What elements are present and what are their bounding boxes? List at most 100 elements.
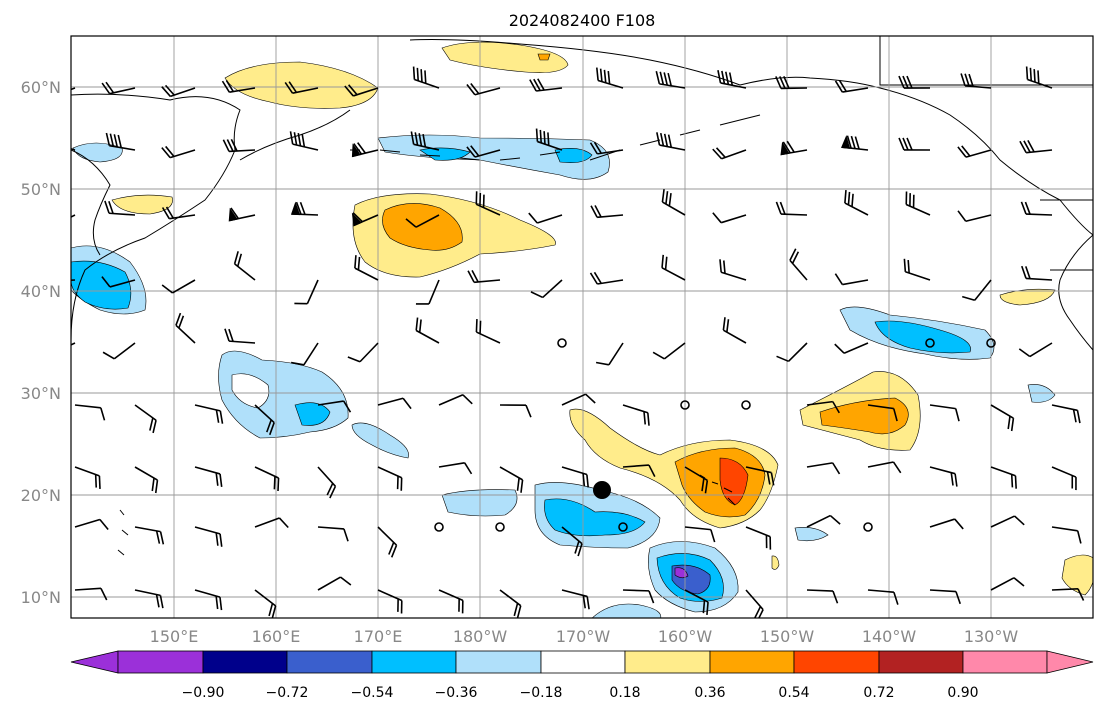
wind-barb <box>74 587 108 601</box>
wind-barb <box>867 589 899 605</box>
wind-barb <box>415 317 440 344</box>
wind-barb <box>530 279 563 299</box>
wind-barb <box>1051 404 1081 424</box>
wind-barb <box>74 404 106 421</box>
lon-label: 170°E <box>354 627 403 646</box>
wind-barb <box>834 273 869 286</box>
lon-label: 130°W <box>964 627 1019 646</box>
lon-label: 170°W <box>556 627 611 646</box>
wind-barb <box>71 342 76 355</box>
colorbar-tick: −0.18 <box>520 685 563 701</box>
lon-label: 160°W <box>658 627 713 646</box>
wind-barb <box>475 319 501 344</box>
wind-barb <box>161 145 196 159</box>
colorbar-segment <box>286 650 373 674</box>
wind-barb <box>722 317 747 344</box>
wind-barb <box>101 276 136 288</box>
wind-barb <box>351 212 379 227</box>
wind-barb <box>161 279 196 294</box>
wind-barb <box>134 589 164 609</box>
wind-barb <box>712 212 747 224</box>
wind-barb <box>1018 342 1053 358</box>
wind-barb <box>622 589 655 604</box>
wind-barb <box>590 205 624 219</box>
colorbar-segment <box>962 650 1048 674</box>
wind-barb <box>475 191 501 216</box>
colorbar-tick: 0.54 <box>778 685 809 701</box>
lon-label: 180°W <box>453 627 508 646</box>
wind-barb <box>294 279 319 305</box>
wind-barb <box>1020 201 1053 216</box>
colorbar <box>70 650 1094 674</box>
wind-barb <box>661 189 686 216</box>
colorbar-tick: 0.36 <box>694 685 725 701</box>
wind-barb <box>898 75 931 89</box>
wind-barb <box>102 342 136 360</box>
wind-barb <box>990 404 1015 432</box>
wind-barb <box>561 466 589 488</box>
wind-barb <box>929 466 958 487</box>
gridlines <box>71 36 1093 618</box>
wind-barb <box>134 404 157 434</box>
colorbar-segment <box>202 650 288 674</box>
wind-barb <box>960 73 992 89</box>
colorbar-tick-labels: −0.90 −0.72 −0.54 −0.36 −0.18 0.18 0.36 … <box>182 685 979 701</box>
wind-barb <box>344 84 379 97</box>
colorbar-segment <box>70 650 119 674</box>
wind-barb <box>528 212 563 224</box>
wind-barb <box>254 466 280 492</box>
colorbar-tick: 0.90 <box>947 685 978 701</box>
lat-label: 50°N <box>21 180 61 199</box>
wind-barb <box>655 71 686 89</box>
wind-barb <box>290 201 319 216</box>
wind-barb <box>317 576 352 591</box>
wind-barb <box>499 589 522 618</box>
wind-barb <box>622 404 650 426</box>
wind-barb <box>1051 587 1085 601</box>
wind-barb <box>589 141 624 155</box>
wind-barb <box>775 201 808 216</box>
wind-barb <box>105 132 136 151</box>
wind-barb <box>317 526 349 542</box>
wind-barb <box>317 466 337 499</box>
wind-barb <box>347 342 379 363</box>
wind-barb <box>351 142 379 158</box>
wind-barb <box>317 400 352 413</box>
wind-barb <box>224 328 256 344</box>
wind-barb <box>74 518 109 531</box>
colorbar-segment <box>1046 650 1094 674</box>
wind-barb <box>652 342 686 360</box>
wind-barb <box>806 514 841 528</box>
storm-position-marker <box>593 481 611 499</box>
wind-barb <box>134 526 165 545</box>
lon-label: 150°W <box>760 627 815 646</box>
wind-barb <box>1051 526 1082 544</box>
wind-barb <box>1019 140 1053 154</box>
wind-barb <box>929 589 961 605</box>
map-area <box>71 36 1093 618</box>
wind-barb <box>780 140 808 156</box>
wind-barb <box>499 404 532 418</box>
wind-barb <box>929 404 960 422</box>
wind-barb <box>905 191 931 216</box>
wind-barb <box>684 589 709 616</box>
wind-barb <box>254 404 275 436</box>
wind-barb <box>104 200 136 216</box>
wind-barb <box>410 131 440 151</box>
wind-barb <box>194 589 223 611</box>
wind-barb <box>194 466 223 487</box>
wind-barb <box>499 466 524 493</box>
wind-barb <box>840 135 869 151</box>
wind-barb <box>254 517 289 529</box>
wind-barb <box>161 84 196 98</box>
wind-barb <box>438 589 464 614</box>
wind-barb <box>438 462 473 475</box>
wind-barb <box>806 400 840 414</box>
lat-label: 10°N <box>21 588 61 607</box>
wind-barb <box>717 70 747 89</box>
wind-barb <box>957 145 992 158</box>
wind-barb <box>290 342 319 366</box>
colorbar-tick: −0.72 <box>266 685 309 701</box>
wind-barb <box>719 259 747 281</box>
